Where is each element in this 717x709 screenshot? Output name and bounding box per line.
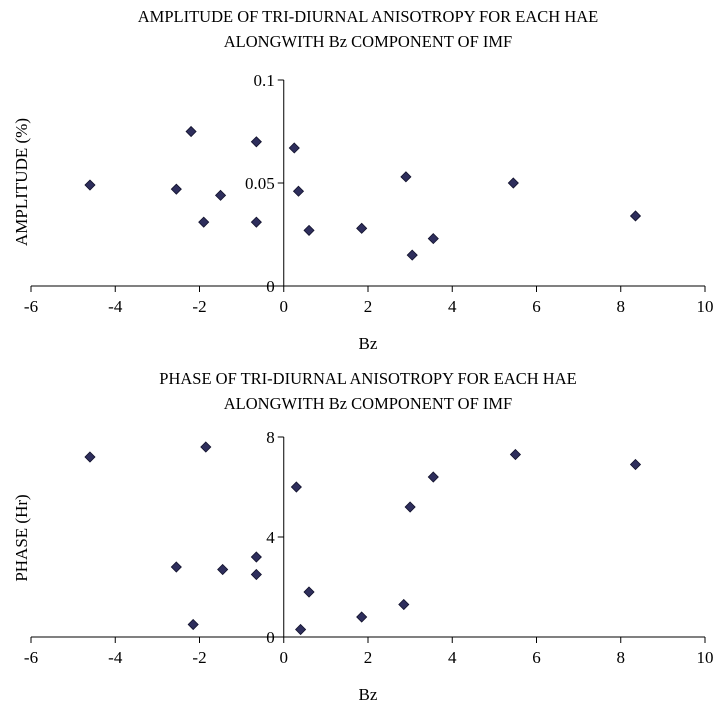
phase-chart-data-point [509, 448, 522, 461]
phase-chart-ticks: -6 -4 -2 0 2 4 6 8 10 0 4 8 [24, 428, 714, 667]
amplitude-chart-data-point [406, 249, 418, 261]
phase-chart-x-tick-label: 6 [532, 648, 541, 667]
amplitude-chart-title-line-2: ALONGWITH Bz COMPONENT OF IMF [224, 32, 512, 51]
phase-chart-data-point [187, 618, 199, 631]
phase-chart-data-point [250, 551, 262, 563]
amplitude-chart-x-tick-label: -6 [24, 297, 38, 316]
amplitude-chart-points [84, 125, 642, 261]
phase-chart-data-point [398, 598, 410, 611]
phase-chart-data-point [356, 611, 368, 623]
phase-chart-data-point [404, 501, 416, 513]
amplitude-chart-data-point [507, 177, 519, 189]
amplitude-chart-data-point [427, 233, 439, 245]
amplitude-chart-data-point [400, 171, 412, 183]
phase-chart-x-tick-label: -6 [24, 648, 38, 667]
amplitude-chart-y-tick-label: 0.05 [245, 174, 275, 193]
amplitude-chart: AMPLITUDE OF TRI-DIURNAL ANISOTROPY FOR … [12, 7, 714, 353]
amplitude-chart-y-axis-label: AMPLITUDE (%) [12, 118, 31, 246]
phase-chart-data-point [290, 481, 302, 493]
amplitude-chart-y-tick-label: 0 [266, 277, 275, 296]
phase-chart-data-point [170, 561, 182, 573]
amplitude-chart-x-axis-label: Bz [359, 334, 378, 353]
phase-chart-y-tick-label: 8 [266, 428, 275, 447]
phase-chart-x-tick-label: -2 [192, 648, 206, 667]
phase-chart: PHASE OF TRI-DIURNAL ANISOTROPY FOR EACH… [12, 369, 714, 704]
amplitude-chart-x-tick-label: 8 [617, 297, 626, 316]
amplitude-chart-data-point [250, 216, 262, 228]
amplitude-chart-x-tick-label: 0 [280, 297, 289, 316]
amplitude-chart-data-point [292, 185, 305, 197]
amplitude-chart-data-point [185, 125, 197, 138]
amplitude-chart-x-tick-label: 10 [697, 297, 714, 316]
amplitude-chart-ticks: -6 -4 -2 0 2 4 6 8 10 0 0.05 0.1 [24, 71, 714, 316]
phase-chart-data-point [217, 563, 229, 576]
amplitude-chart-x-tick-label: -4 [108, 297, 123, 316]
phase-chart-data-point [200, 441, 212, 453]
amplitude-chart-data-point [170, 183, 182, 195]
phase-chart-points [84, 441, 642, 636]
phase-chart-data-point [427, 471, 439, 483]
amplitude-chart-data-point [629, 210, 642, 222]
phase-chart-title-line-1: PHASE OF TRI-DIURNAL ANISOTROPY FOR EACH… [159, 369, 576, 388]
amplitude-chart-data-point [198, 216, 210, 228]
phase-chart-y-tick-label: 4 [266, 528, 275, 547]
amplitude-chart-axes [31, 80, 705, 287]
phase-chart-x-tick-label: 4 [448, 648, 457, 667]
phase-chart-x-tick-label: 8 [617, 648, 626, 667]
phase-chart-x-axis-label: Bz [359, 685, 378, 704]
amplitude-chart-y-tick-label: 0.1 [254, 71, 275, 90]
phase-chart-data-point [250, 568, 262, 581]
amplitude-chart-x-tick-label: 6 [532, 297, 541, 316]
amplitude-chart-title-line-1: AMPLITUDE OF TRI-DIURNAL ANISOTROPY FOR … [138, 7, 599, 26]
phase-chart-data-point [629, 458, 642, 471]
phase-chart-x-tick-label: 0 [280, 648, 289, 667]
amplitude-chart-data-point [288, 142, 300, 154]
phase-chart-y-axis-label: PHASE (Hr) [12, 494, 31, 581]
phase-chart-data-point [303, 586, 315, 598]
amplitude-chart-data-point [250, 136, 262, 148]
amplitude-chart-data-point [84, 179, 96, 191]
amplitude-chart-x-tick-label: 2 [364, 297, 373, 316]
amplitude-chart-x-tick-label: -2 [192, 297, 206, 316]
phase-chart-x-tick-label: 10 [697, 648, 714, 667]
amplitude-chart-data-point [356, 222, 368, 234]
amplitude-chart-data-point [214, 189, 227, 201]
phase-chart-axes [31, 437, 705, 638]
phase-chart-y-tick-label: 0 [266, 628, 275, 647]
phase-chart-data-point [295, 623, 307, 636]
phase-chart-x-tick-label: -4 [108, 648, 123, 667]
phase-chart-x-tick-label: 2 [364, 648, 373, 667]
phase-chart-data-point [84, 451, 96, 463]
amplitude-chart-data-point [303, 224, 315, 236]
amplitude-chart-x-tick-label: 4 [448, 297, 457, 316]
phase-chart-title-line-2: ALONGWITH Bz COMPONENT OF IMF [224, 394, 512, 413]
